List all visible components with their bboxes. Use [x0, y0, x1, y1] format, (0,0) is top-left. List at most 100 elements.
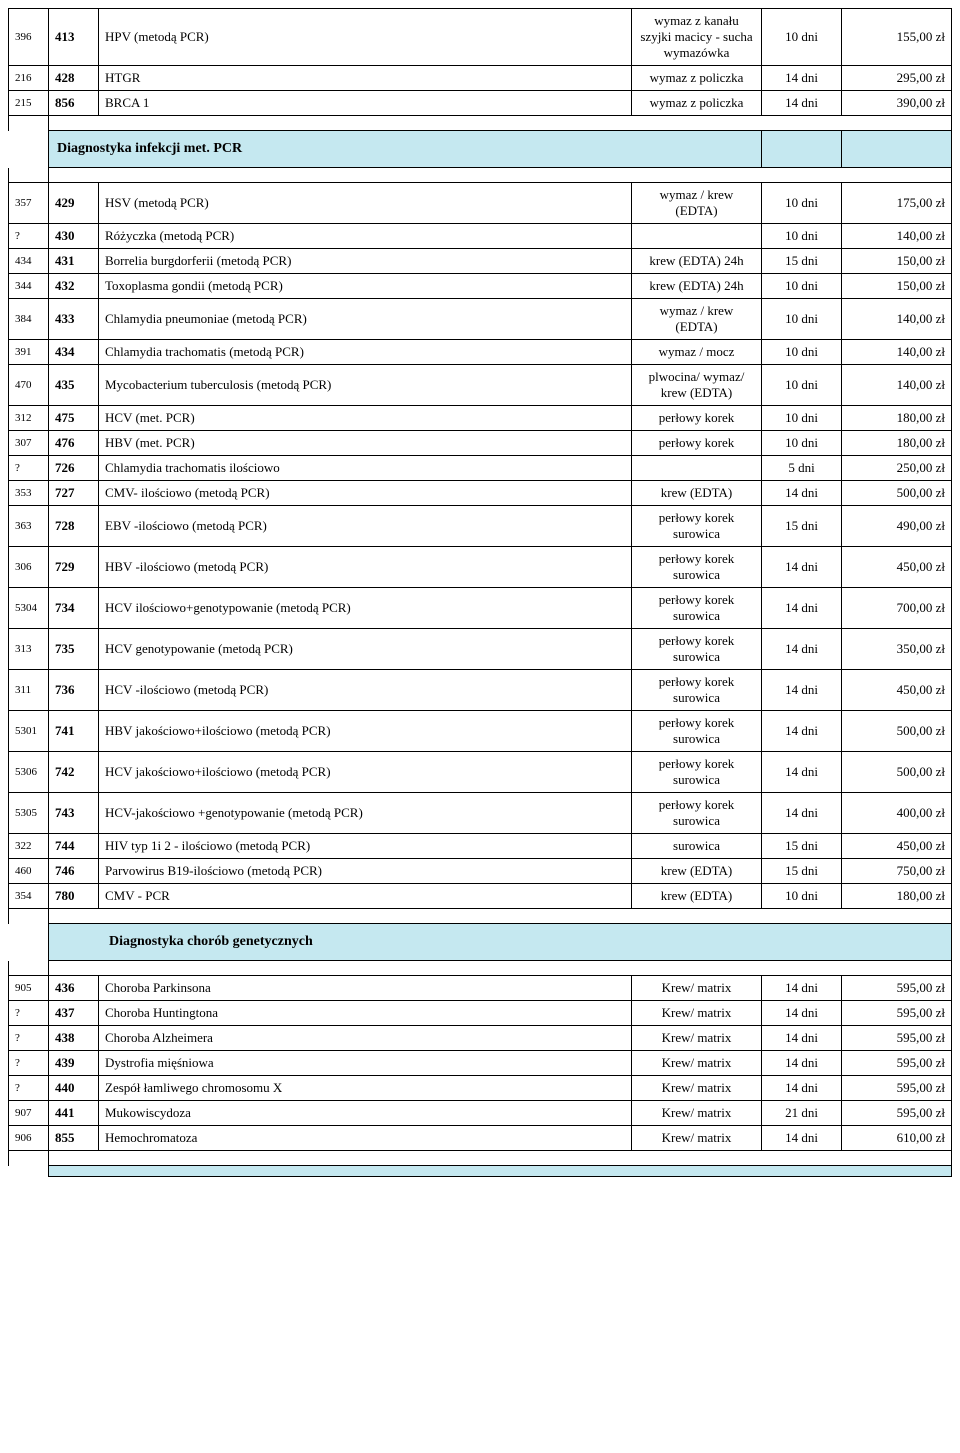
sample-type: wymaz z policzka	[632, 91, 762, 116]
code: 729	[49, 547, 99, 588]
duration: 15 dni	[762, 859, 842, 884]
sample-type: perłowy korek surowica	[632, 752, 762, 793]
duration: 14 dni	[762, 1051, 842, 1076]
code: 437	[49, 1001, 99, 1026]
duration: 10 dni	[762, 299, 842, 340]
duration: 15 dni	[762, 249, 842, 274]
table-row: ?437Choroba HuntingtonaKrew/ matrix14 dn…	[9, 1001, 952, 1026]
table-row: 5304734HCV ilościowo+genotypowanie (meto…	[9, 588, 952, 629]
code: 413	[49, 9, 99, 66]
price: 150,00 zł	[842, 249, 952, 274]
price: 500,00 zł	[842, 752, 952, 793]
code: 433	[49, 299, 99, 340]
sample-type: wymaz z policzka	[632, 66, 762, 91]
test-name: BRCA 1	[99, 91, 632, 116]
row-index: 384	[9, 299, 49, 340]
test-name: Toxoplasma gondii (metodą PCR)	[99, 274, 632, 299]
test-name: Dystrofia mięśniowa	[99, 1051, 632, 1076]
row-index: ?	[9, 1076, 49, 1101]
price: 500,00 zł	[842, 711, 952, 752]
code: 441	[49, 1101, 99, 1126]
test-name: HBV jakościowo+ilościowo (metodą PCR)	[99, 711, 632, 752]
price: 595,00 zł	[842, 1026, 952, 1051]
row-index: 312	[9, 406, 49, 431]
table-row: 363728EBV -ilościowo (metodą PCR)perłowy…	[9, 506, 952, 547]
table-row: 312475HCV (met. PCR)perłowy korek10 dni1…	[9, 406, 952, 431]
sample-type: plwocina/ wymaz/ krew (EDTA)	[632, 365, 762, 406]
section-title: Diagnostyka infekcji met. PCR	[49, 131, 762, 168]
duration: 14 dni	[762, 91, 842, 116]
price: 180,00 zł	[842, 406, 952, 431]
sample-type: perłowy korek	[632, 431, 762, 456]
table-row: 905436Choroba ParkinsonaKrew/ matrix14 d…	[9, 976, 952, 1001]
duration: 10 dni	[762, 183, 842, 224]
section-title: Diagnostyka chorób genetycznych	[49, 924, 952, 961]
duration: 14 dni	[762, 588, 842, 629]
price: 140,00 zł	[842, 365, 952, 406]
code: 436	[49, 976, 99, 1001]
sample-type: krew (EDTA) 24h	[632, 274, 762, 299]
sample-type: Krew/ matrix	[632, 1026, 762, 1051]
price: 175,00 zł	[842, 183, 952, 224]
row-index: 307	[9, 431, 49, 456]
price: 180,00 zł	[842, 884, 952, 909]
test-name: HCV -ilościowo (metodą PCR)	[99, 670, 632, 711]
duration: 14 dni	[762, 1026, 842, 1051]
test-name: HCV-jakościowo +genotypowanie (metodą PC…	[99, 793, 632, 834]
table-row: ?438Choroba AlzheimeraKrew/ matrix14 dni…	[9, 1026, 952, 1051]
sample-type: Krew/ matrix	[632, 1001, 762, 1026]
duration: 14 dni	[762, 66, 842, 91]
code: 435	[49, 365, 99, 406]
code: 741	[49, 711, 99, 752]
sample-type: wymaz z kanału szyjki macicy - sucha wym…	[632, 9, 762, 66]
code: 434	[49, 340, 99, 365]
table-row: 354780CMV - PCRkrew (EDTA)10 dni180,00 z…	[9, 884, 952, 909]
duration: 10 dni	[762, 340, 842, 365]
code: 728	[49, 506, 99, 547]
sample-type: wymaz / krew (EDTA)	[632, 183, 762, 224]
table-row: 5301741HBV jakościowo+ilościowo (metodą …	[9, 711, 952, 752]
price: 595,00 zł	[842, 1051, 952, 1076]
test-name: Mycobacterium tuberculosis (metodą PCR)	[99, 365, 632, 406]
row-index: 363	[9, 506, 49, 547]
sample-type: perłowy korek surowica	[632, 506, 762, 547]
row-index: 313	[9, 629, 49, 670]
duration: 14 dni	[762, 1126, 842, 1151]
table-row: 306729HBV -ilościowo (metodą PCR)perłowy…	[9, 547, 952, 588]
row-index: 311	[9, 670, 49, 711]
row-index: 357	[9, 183, 49, 224]
test-name: CMV - PCR	[99, 884, 632, 909]
code: 744	[49, 834, 99, 859]
duration: 14 dni	[762, 976, 842, 1001]
row-index: 5305	[9, 793, 49, 834]
table-row: 5305743HCV-jakościowo +genotypowanie (me…	[9, 793, 952, 834]
price: 400,00 zł	[842, 793, 952, 834]
code: 735	[49, 629, 99, 670]
test-name: Parvowirus B19-ilościowo (metodą PCR)	[99, 859, 632, 884]
duration: 14 dni	[762, 629, 842, 670]
code: 430	[49, 224, 99, 249]
price: 450,00 zł	[842, 834, 952, 859]
table-row: 434431Borrelia burgdorferii (metodą PCR)…	[9, 249, 952, 274]
table-row: 357429HSV (metodą PCR)wymaz / krew (EDTA…	[9, 183, 952, 224]
test-name: Chlamydia pneumoniae (metodą PCR)	[99, 299, 632, 340]
price: 595,00 zł	[842, 1076, 952, 1101]
row-index: 396	[9, 9, 49, 66]
sample-type: surowica	[632, 834, 762, 859]
duration: 10 dni	[762, 224, 842, 249]
table-row: 313735HCV genotypowanie (metodą PCR)perł…	[9, 629, 952, 670]
code: 439	[49, 1051, 99, 1076]
section-header-row	[9, 1166, 952, 1177]
price: 750,00 zł	[842, 859, 952, 884]
duration: 14 dni	[762, 752, 842, 793]
test-name: Choroba Huntingtona	[99, 1001, 632, 1026]
row-index: 906	[9, 1126, 49, 1151]
sample-type: perłowy korek surowica	[632, 547, 762, 588]
test-name: Hemochromatoza	[99, 1126, 632, 1151]
test-name: HCV ilościowo+genotypowanie (metodą PCR)	[99, 588, 632, 629]
test-name: Mukowiscydoza	[99, 1101, 632, 1126]
table-row: 470435Mycobacterium tuberculosis (metodą…	[9, 365, 952, 406]
row-index: 434	[9, 249, 49, 274]
sample-type: Krew/ matrix	[632, 1101, 762, 1126]
test-name: Różyczka (metodą PCR)	[99, 224, 632, 249]
